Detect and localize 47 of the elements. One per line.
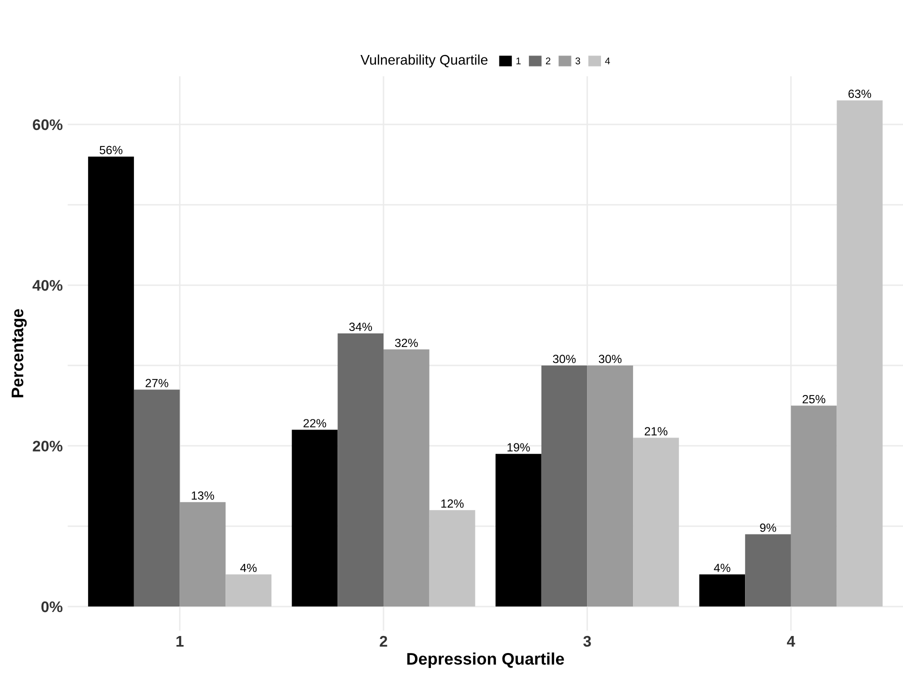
legend-title: Vulnerability Quartile [360, 54, 488, 68]
data-label: 25% [802, 394, 826, 404]
bar [587, 365, 634, 607]
data-label: 63% [848, 90, 872, 98]
bar [745, 534, 791, 607]
bar [541, 365, 588, 607]
x-tick-label: 3 [583, 636, 591, 647]
bar [699, 574, 746, 607]
bar [338, 333, 384, 607]
data-label: 22% [304, 419, 326, 428]
data-label: 30% [598, 354, 622, 364]
y-tick-label: 20% [32, 440, 62, 452]
bar [790, 406, 837, 607]
data-label: 34% [349, 322, 372, 332]
data-label: 56% [100, 146, 122, 154]
x-tick-label: 1 [176, 636, 184, 647]
data-label: 30% [552, 354, 576, 364]
data-label: 9% [760, 524, 776, 532]
bar [429, 510, 476, 607]
legend-label: 4 [605, 58, 610, 64]
bar [836, 100, 883, 607]
bar [292, 430, 338, 607]
x-axis-title: Depression Quartile [407, 652, 564, 668]
y-tick-label: 0% [41, 601, 62, 612]
bar [134, 390, 180, 607]
y-tick-label: 60% [32, 119, 62, 130]
data-label: 19% [508, 443, 530, 452]
bar [88, 156, 134, 607]
bar [384, 349, 430, 607]
data-label: 27% [146, 378, 168, 388]
bar [180, 502, 226, 607]
y-tick-label: 40% [32, 280, 62, 291]
bar [226, 574, 272, 607]
data-label: 4% [714, 564, 730, 572]
x-tick-label: 4 [786, 636, 796, 647]
data-label: 4% [240, 564, 257, 572]
legend-label: 3 [576, 57, 580, 64]
y-axis-title: Percentage [12, 309, 27, 398]
legend-label: 2 [546, 57, 550, 64]
data-label: 13% [192, 491, 214, 500]
legend-label: 1 [516, 58, 521, 64]
bar [633, 438, 679, 607]
data-label: 21% [644, 427, 668, 436]
data-label: 12% [441, 499, 464, 508]
data-label: 32% [395, 338, 418, 348]
bar [496, 454, 542, 607]
x-tick-label: 2 [380, 636, 388, 647]
